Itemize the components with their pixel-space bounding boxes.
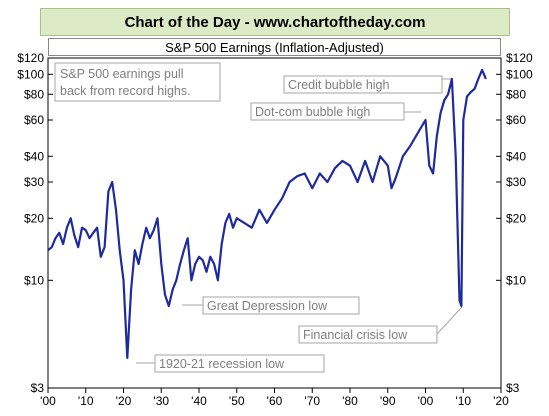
y-tick-label-left: $3 (31, 381, 45, 395)
recession-1920-label: 1920-21 recession low (159, 357, 285, 371)
y-tick-label-right: $3 (506, 381, 520, 395)
y-tick-label-left: $60 (24, 113, 44, 127)
y-tick-label-left: $30 (24, 175, 44, 189)
y-tick-label-right: $120 (506, 51, 533, 65)
credit-bubble-label: Credit bubble high (288, 78, 390, 92)
site-banner: Chart of the Day - www.chartoftheday.com (40, 8, 510, 36)
dotcom-bubble-label: Dot-com bubble high (255, 105, 370, 119)
annotation-leader (436, 306, 463, 335)
y-tick-label-left: $20 (24, 211, 44, 225)
y-axis-right: $120 $100 $80 $60 $40 $30 $20 $10 $3 (496, 51, 533, 395)
y-tick-label-right: $10 (506, 273, 526, 287)
note-line-1: S&P 500 earnings pull (60, 67, 183, 81)
x-tick-label: '50 (229, 394, 245, 408)
x-tick-label: '00 (40, 394, 56, 408)
earnings-series-line (47, 68, 487, 359)
y-tick-label-left: $10 (24, 273, 44, 287)
x-tick-label: '10 (455, 394, 471, 408)
x-tick-label: '80 (342, 394, 358, 408)
x-tick-label: '00 (418, 394, 434, 408)
chart-title: S&P 500 Earnings (Inflation-Adjusted) (48, 38, 501, 56)
annotations: S&P 500 earnings pull back from record hi… (54, 62, 463, 373)
y-tick-label-left: $120 (17, 51, 44, 65)
financial-crisis-label: Financial crisis low (303, 328, 408, 342)
x-tick-label: '40 (191, 394, 207, 408)
y-tick-label-right: $80 (506, 87, 526, 101)
y-tick-label-right: $100 (506, 67, 533, 81)
y-tick-label-left: $80 (24, 87, 44, 101)
y-tick-label-right: $40 (506, 149, 526, 163)
x-tick-label: '20 (493, 394, 509, 408)
x-tick-label: '30 (153, 394, 169, 408)
x-axis: '00 '10 '20 '30 '40 '50 '60 '70 '80 '90 '00 '10 '20 (40, 388, 509, 408)
y-tick-label-right: $60 (506, 113, 526, 127)
x-tick-label: '90 (380, 394, 396, 408)
y-tick-label-right: $30 (506, 175, 526, 189)
y-tick-label-left: $40 (24, 149, 44, 163)
y-tick-label-right: $20 (506, 211, 526, 225)
banner-text: Chart of the Day - www.chartoftheday.com (124, 13, 426, 31)
y-tick-label-left: $100 (17, 67, 44, 81)
great-depression-label: Great Depression low (207, 299, 328, 313)
x-tick-label: '60 (267, 394, 283, 408)
x-tick-label: '70 (304, 394, 320, 408)
annotation-box (298, 325, 438, 344)
x-tick-label: '10 (78, 394, 94, 408)
y-axis-left: $120 $100 $80 $60 $40 $30 $20 $10 $3 (17, 51, 53, 395)
annotation-box (54, 62, 221, 102)
annotation-box (283, 75, 443, 94)
x-tick-label: '20 (116, 394, 132, 408)
note-line-2: back from record highs. (60, 84, 191, 98)
